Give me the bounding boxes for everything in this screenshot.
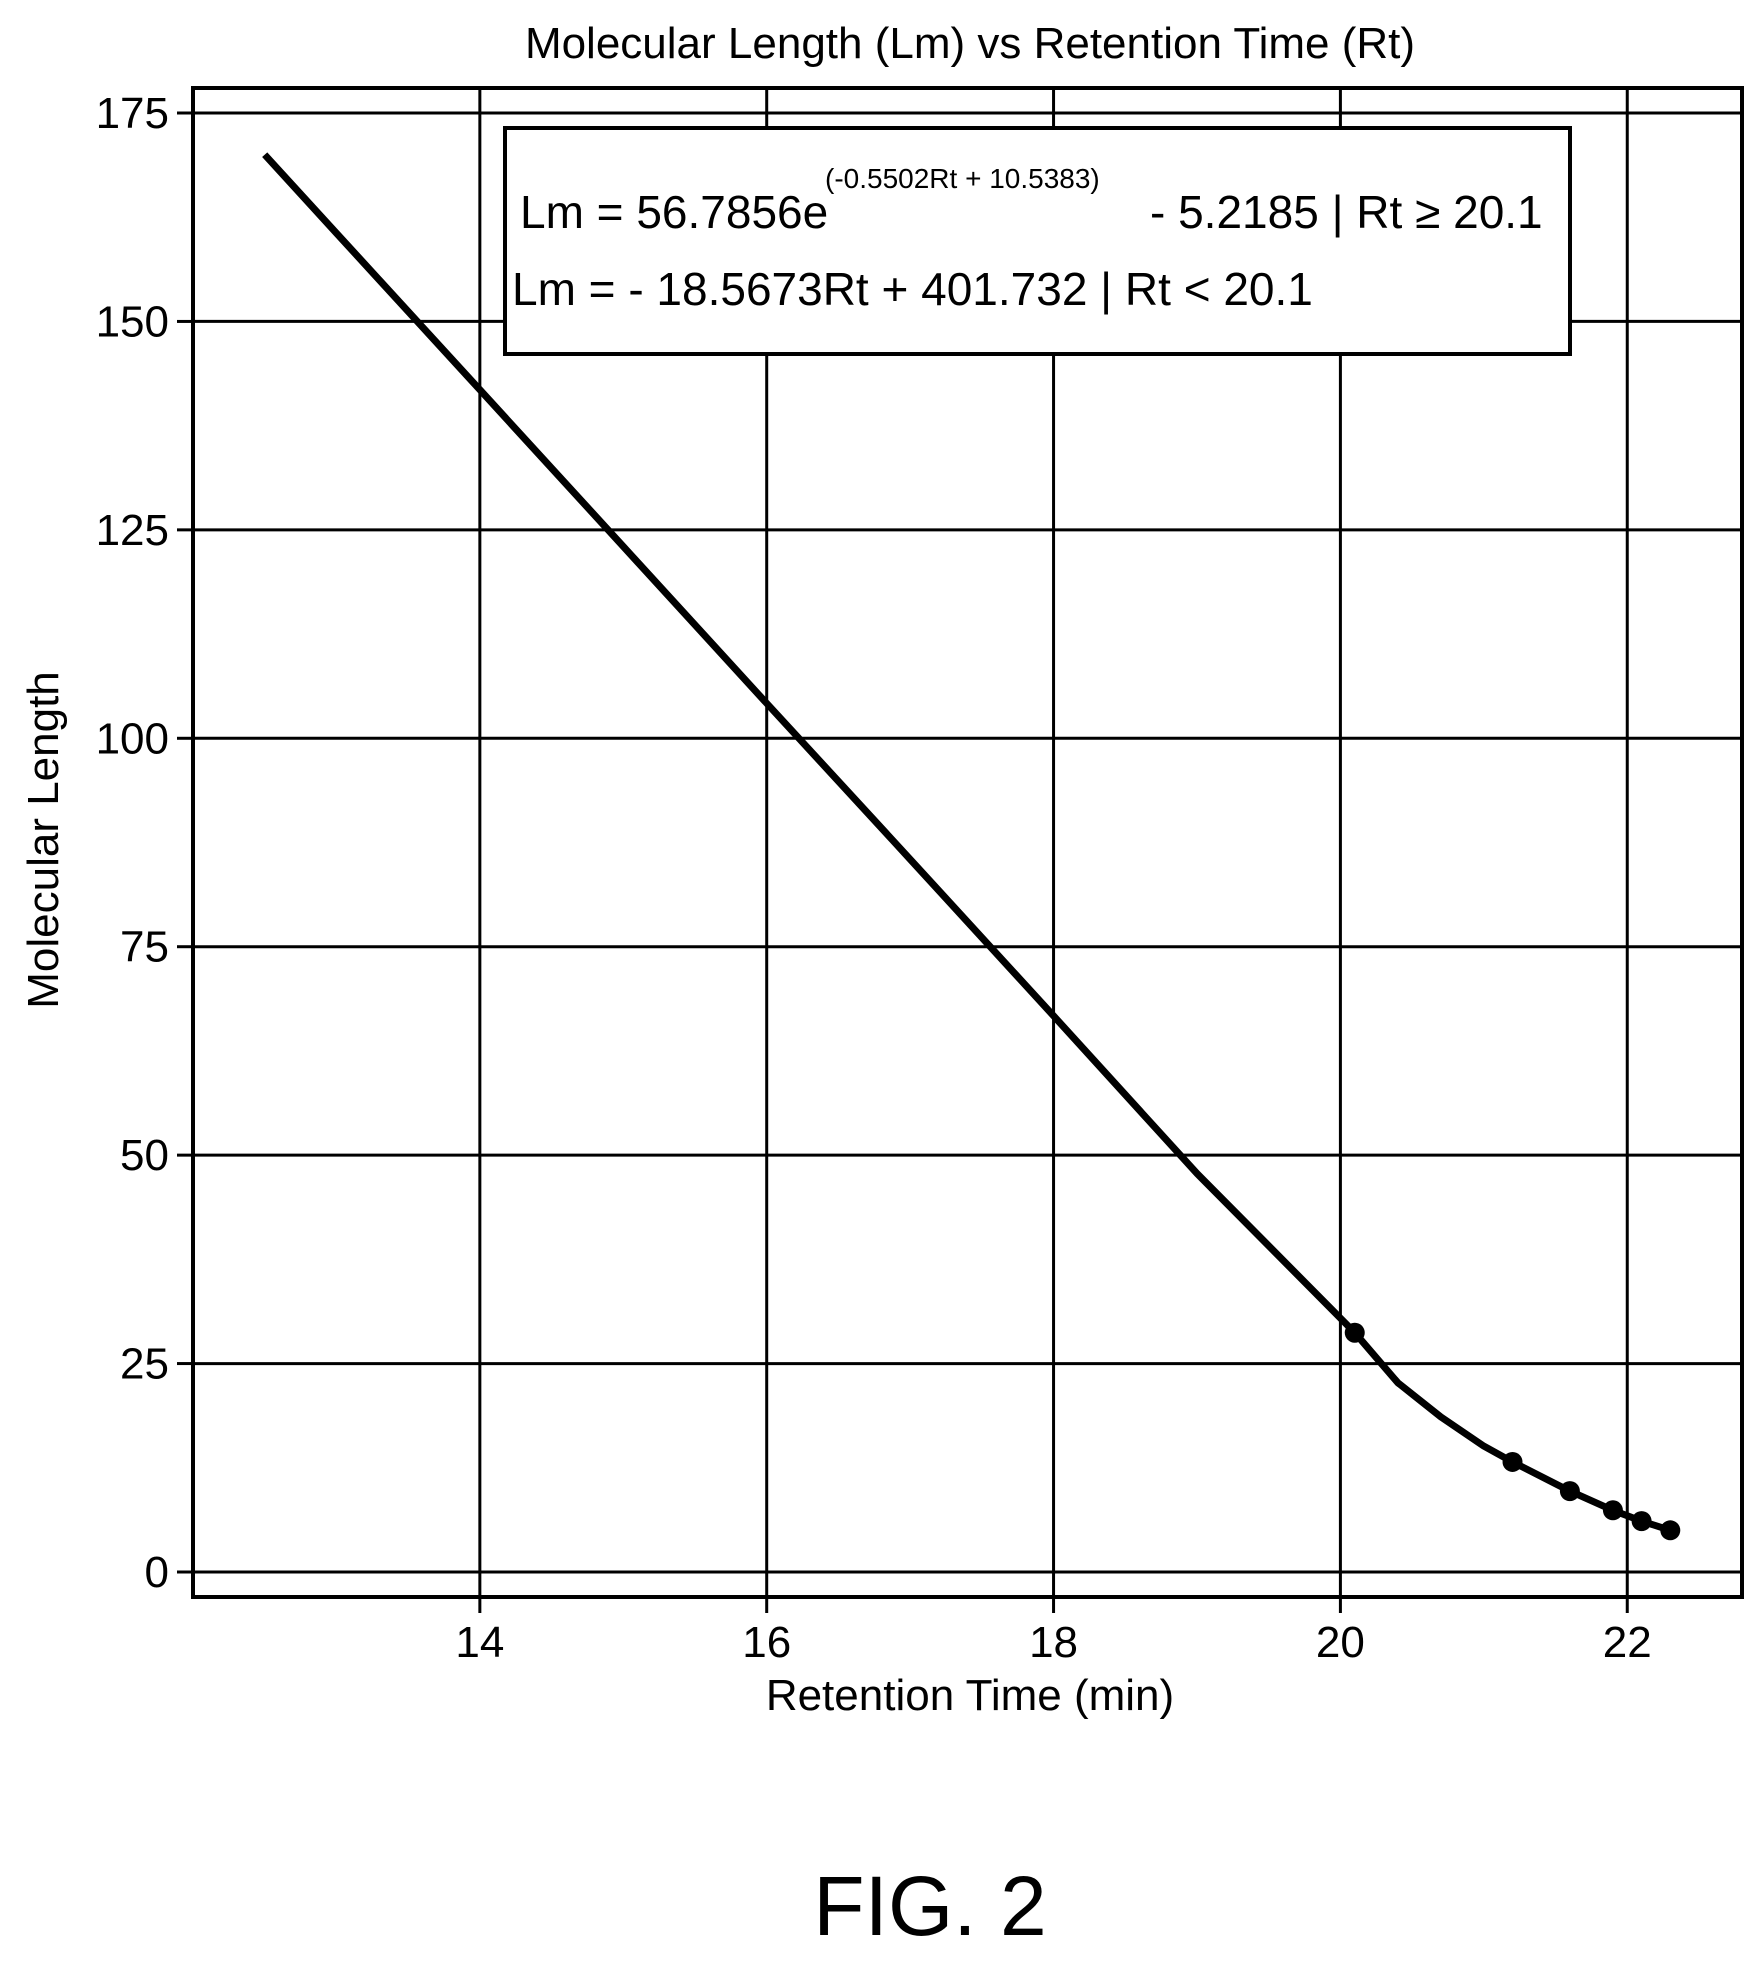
equation-linear: Lm = - 18.5673Rt + 401.732 | Rt < 20.1	[512, 263, 1313, 315]
x-tick-label: 22	[1603, 1618, 1652, 1667]
x-tick-label: 14	[455, 1618, 504, 1667]
data-point	[1602, 1500, 1623, 1521]
data-point	[1660, 1520, 1681, 1541]
equation-exp-power: (-0.5502Rt + 10.5383)	[825, 163, 1100, 194]
x-tick-label: 18	[1029, 1618, 1078, 1667]
equation-box-border	[503, 126, 1572, 356]
data-point	[1502, 1451, 1523, 1472]
equation-box: Lm = 56.7856e (-0.5502Rt + 10.5383) - 5.…	[503, 126, 1572, 356]
chart-title: Molecular Length (Lm) vs Retention Time …	[525, 19, 1415, 68]
y-tick-label: 0	[145, 1548, 169, 1597]
x-tick-label: 16	[742, 1618, 791, 1667]
axis-ticks: 14 16 18 20 22 0 25 50 75 100 125 150 175	[96, 89, 1652, 1667]
y-tick-label: 150	[96, 297, 169, 346]
x-axis-label: Retention Time (min)	[766, 1671, 1174, 1720]
plot-frame	[191, 86, 1744, 1599]
data-point	[1344, 1322, 1365, 1343]
equation-exp-suffix: - 5.2185 | Rt ≥ 20.1	[1150, 186, 1543, 238]
equation-exponential: Lm = 56.7856e	[520, 186, 828, 238]
series-line	[262, 152, 1672, 1534]
y-tick-label: 125	[96, 506, 169, 555]
data-point	[1631, 1511, 1652, 1532]
y-tick-label: 75	[120, 923, 169, 972]
series-layer	[262, 152, 1681, 1541]
y-tick-label: 100	[96, 714, 169, 763]
y-tick-label: 50	[120, 1131, 169, 1180]
figure-label: FIG. 2	[813, 1859, 1046, 1953]
y-tick-label: 25	[120, 1340, 169, 1389]
y-tick-label: 175	[96, 89, 169, 138]
y-axis-label: Molecular Length	[19, 671, 68, 1009]
data-point	[1559, 1481, 1580, 1502]
equation-exp-prefix: Lm = 56.7856e	[520, 186, 828, 238]
x-tick-label: 20	[1316, 1618, 1365, 1667]
